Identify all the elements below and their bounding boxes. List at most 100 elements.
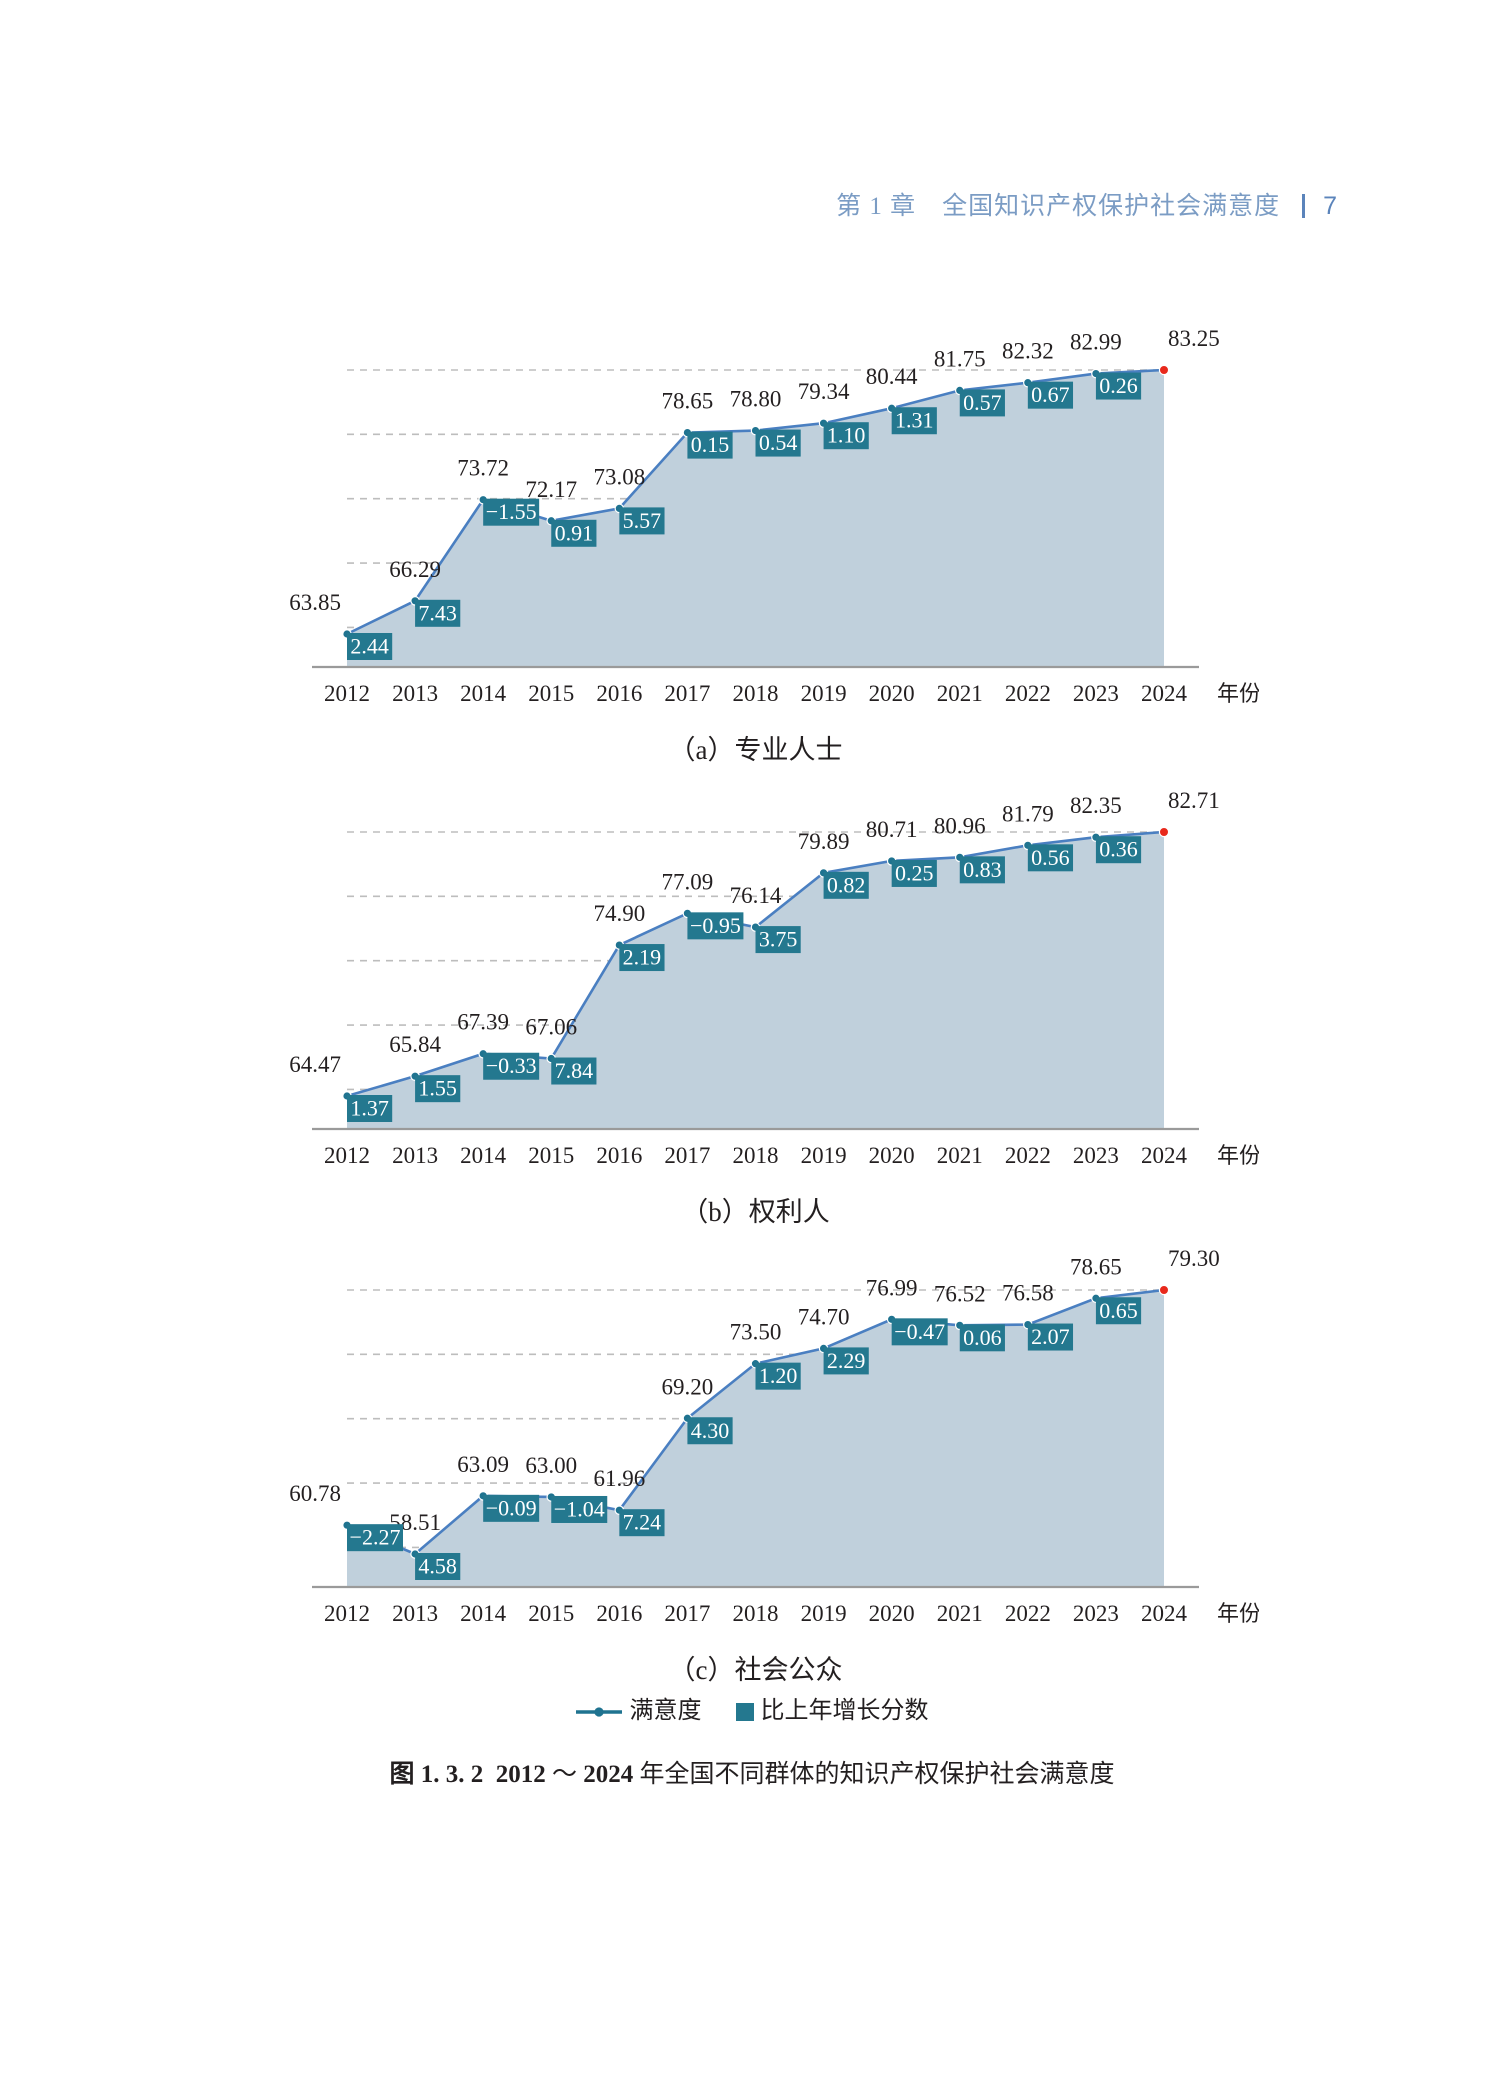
svg-text:80.44: 80.44 [866,364,918,389]
svg-text:0.06: 0.06 [963,1325,1002,1350]
svg-text:0.65: 0.65 [1099,1298,1138,1323]
svg-text:82.32: 82.32 [1002,339,1054,364]
svg-text:0.56: 0.56 [1031,845,1070,870]
svg-text:0.91: 0.91 [555,520,594,545]
svg-text:2015: 2015 [528,1601,574,1626]
svg-text:年份: 年份 [1217,681,1259,706]
svg-text:78.80: 78.80 [730,387,782,412]
svg-text:年份: 年份 [1217,1143,1259,1168]
svg-text:2024: 2024 [1141,1143,1188,1168]
svg-text:67.06: 67.06 [525,1015,577,1040]
svg-text:73.72: 73.72 [457,456,509,481]
svg-text:79.30: 79.30 [1168,1246,1220,1271]
svg-text:2021: 2021 [937,1143,983,1168]
svg-text:67.39: 67.39 [457,1010,509,1035]
svg-text:2022: 2022 [1005,1601,1051,1626]
svg-text:−1.04: −1.04 [554,1496,605,1521]
svg-text:7.84: 7.84 [555,1058,594,1083]
svg-text:2023: 2023 [1073,681,1119,706]
svg-text:4.58: 4.58 [418,1554,457,1579]
svg-text:63.85: 63.85 [289,590,341,615]
svg-text:74.70: 74.70 [798,1304,850,1329]
svg-text:78.65: 78.65 [1070,1254,1122,1279]
svg-text:0.57: 0.57 [963,390,1002,415]
svg-text:年份: 年份 [1217,1601,1259,1626]
svg-text:2020: 2020 [869,1601,915,1626]
svg-text:79.34: 79.34 [798,379,850,404]
svg-text:2.07: 2.07 [1031,1324,1070,1349]
svg-text:2023: 2023 [1073,1601,1119,1626]
svg-text:2015: 2015 [528,681,574,706]
svg-text:0.36: 0.36 [1099,837,1138,862]
svg-text:72.17: 72.17 [525,477,577,502]
svg-text:60.78: 60.78 [289,1481,341,1506]
svg-text:0.26: 0.26 [1099,373,1138,398]
svg-text:0.54: 0.54 [759,430,798,455]
svg-text:2019: 2019 [801,1601,847,1626]
svg-text:2017: 2017 [664,1601,710,1626]
svg-text:0.15: 0.15 [691,432,730,457]
svg-text:2021: 2021 [937,1601,983,1626]
svg-text:2013: 2013 [392,681,438,706]
svg-text:2014: 2014 [460,1601,507,1626]
svg-text:77.09: 77.09 [662,869,714,894]
svg-text:80.96: 80.96 [934,813,986,838]
svg-text:2012: 2012 [324,1601,370,1626]
svg-text:2.29: 2.29 [827,1348,866,1373]
svg-text:2013: 2013 [392,1601,438,1626]
svg-text:64.47: 64.47 [289,1052,341,1077]
svg-text:0.83: 0.83 [963,857,1002,882]
svg-text:73.50: 73.50 [730,1320,782,1345]
svg-text:1.31: 1.31 [895,408,934,433]
svg-text:66.29: 66.29 [389,557,441,582]
svg-text:5.57: 5.57 [623,508,662,533]
svg-text:76.99: 76.99 [866,1275,918,1300]
svg-text:1.20: 1.20 [759,1363,798,1388]
svg-text:2013: 2013 [392,1143,438,1168]
svg-text:73.08: 73.08 [593,464,645,489]
svg-text:82.35: 82.35 [1070,793,1122,818]
svg-text:79.89: 79.89 [798,829,850,854]
svg-text:83.25: 83.25 [1168,326,1220,351]
svg-text:2017: 2017 [664,681,710,706]
svg-text:82.71: 82.71 [1168,788,1220,813]
svg-text:2023: 2023 [1073,1143,1119,1168]
svg-text:2024: 2024 [1141,1601,1188,1626]
svg-text:76.58: 76.58 [1002,1281,1054,1306]
svg-text:2012: 2012 [324,1143,370,1168]
svg-text:2021: 2021 [937,681,983,706]
svg-text:2018: 2018 [733,1143,779,1168]
svg-text:0.25: 0.25 [895,860,934,885]
svg-text:7.43: 7.43 [418,600,457,625]
svg-text:2024: 2024 [1141,681,1188,706]
svg-text:2.44: 2.44 [350,634,389,659]
svg-text:2020: 2020 [869,681,915,706]
svg-text:78.65: 78.65 [662,389,714,414]
svg-text:61.96: 61.96 [593,1466,645,1491]
svg-text:76.52: 76.52 [934,1281,986,1306]
svg-text:1.55: 1.55 [418,1076,457,1101]
svg-text:81.75: 81.75 [934,346,986,371]
svg-text:2012: 2012 [324,681,370,706]
svg-text:2022: 2022 [1005,681,1051,706]
svg-text:2019: 2019 [801,1143,847,1168]
svg-text:2018: 2018 [733,681,779,706]
svg-text:2016: 2016 [596,681,642,706]
svg-text:1.10: 1.10 [827,423,866,448]
svg-text:0.82: 0.82 [827,872,866,897]
svg-text:−0.09: −0.09 [486,1495,537,1520]
svg-text:−0.95: −0.95 [690,913,741,938]
svg-text:4.30: 4.30 [691,1418,730,1443]
svg-text:82.99: 82.99 [1070,330,1122,355]
svg-text:−0.33: −0.33 [486,1053,537,1078]
svg-text:74.90: 74.90 [593,901,645,926]
svg-text:2019: 2019 [801,681,847,706]
svg-text:2015: 2015 [528,1143,574,1168]
svg-text:80.71: 80.71 [866,817,918,842]
svg-text:2016: 2016 [596,1143,642,1168]
svg-text:2018: 2018 [733,1601,779,1626]
svg-text:69.20: 69.20 [662,1374,714,1399]
svg-text:2014: 2014 [460,1143,507,1168]
svg-text:2020: 2020 [869,1143,915,1168]
svg-text:2016: 2016 [596,1601,642,1626]
